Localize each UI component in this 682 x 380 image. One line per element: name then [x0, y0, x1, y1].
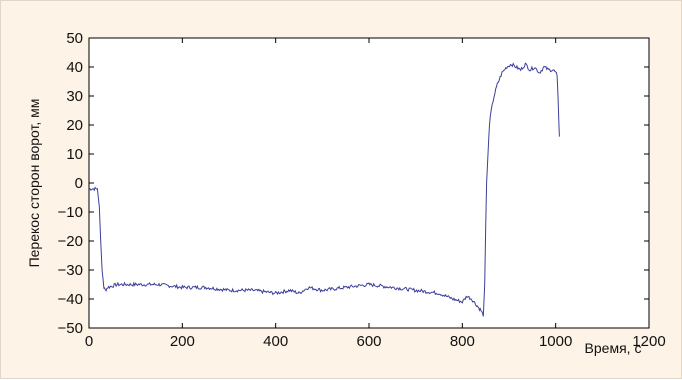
y-tick-label: 40	[66, 59, 83, 76]
y-tick-label: −30	[58, 262, 83, 279]
y-tick-label: 10	[66, 146, 83, 163]
y-axis-title: Перекос сторон ворот, мм	[26, 99, 42, 268]
x-tick-label: 200	[170, 333, 195, 350]
y-tick-label: 30	[66, 88, 83, 105]
x-axis-title: Время, с	[585, 340, 642, 356]
x-tick-label: 400	[263, 333, 288, 350]
y-tick-label: −20	[58, 233, 83, 250]
plot-area	[88, 37, 650, 329]
y-tick-label: −40	[58, 291, 83, 308]
y-tick-label: −50	[58, 320, 83, 337]
x-tick-label: 0	[85, 333, 93, 350]
y-tick-label: 50	[66, 30, 83, 47]
series-layer	[88, 62, 560, 317]
x-axis-ticks: 0 200 400 600 800 1000 1200	[85, 38, 666, 350]
x-tick-label: 1200	[632, 333, 665, 350]
x-tick-label: 800	[450, 333, 475, 350]
y-tick-label: 20	[66, 117, 83, 134]
y-axis-ticks: 50 40 30 20 10 0 −10 −20 −30 −40 −50	[58, 30, 649, 337]
x-tick-label: 1000	[539, 333, 572, 350]
series-line	[88, 62, 560, 317]
y-tick-label: −10	[58, 204, 83, 221]
y-tick-label: 0	[75, 175, 83, 192]
x-tick-label: 600	[356, 333, 381, 350]
